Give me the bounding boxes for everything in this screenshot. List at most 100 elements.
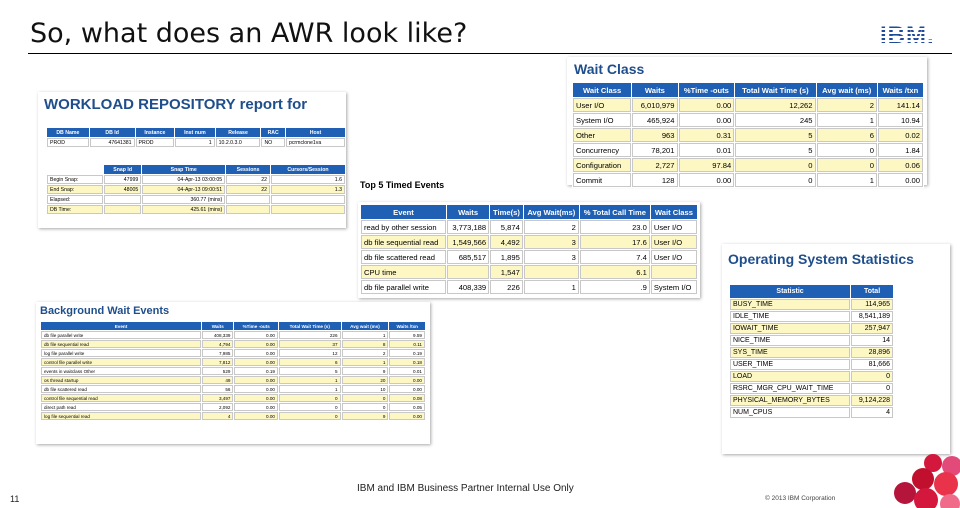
table-cell: 0 (816, 143, 877, 157)
table-row: NUM_CPUS 4 (730, 407, 893, 418)
table-cell: 10 (341, 385, 389, 393)
table-row: LOAD 0 (730, 371, 893, 382)
table-cell: read by other session (361, 220, 447, 234)
table-cell: RSRC_MGR_CPU_WAIT_TIME (730, 383, 851, 394)
table-cell (226, 195, 270, 204)
slide-title: So, what does an AWR look like? (30, 18, 468, 49)
table-cell: PROD (47, 138, 89, 147)
table-cell: 0.02 (877, 128, 923, 142)
table-cell: 23.0 (579, 220, 650, 234)
table-cell: 8 (341, 340, 389, 348)
table-cell: 226 (278, 331, 341, 339)
table-cell (523, 265, 579, 279)
table-cell: db file parallel write (41, 331, 201, 339)
table-cell: 1.3 (270, 185, 345, 194)
table-row: PROD 47641381 PROD 1 10.2.0.3.0 NO pcrmc… (47, 138, 345, 147)
table-cell: 0 (278, 403, 341, 411)
table-cell: NO (261, 138, 285, 147)
table-row: log file parallel write 7,985 0.00 12 2 0.19 (41, 349, 425, 357)
table-row: db file parallel write 408,339 226 1.9 Syste… (361, 280, 697, 294)
table-header: Wait Class (650, 205, 697, 219)
table-cell: 2 (341, 349, 389, 357)
table-row: Configuration 2,727 97.84 0 0 0.06 (573, 158, 923, 172)
footer-text: IBM and IBM Business Partner Internal Us… (357, 483, 574, 494)
decor-dot (912, 468, 934, 490)
table-cell: 5 (735, 143, 816, 157)
table-cell: 0 (851, 371, 893, 382)
table-cell: 2 (523, 220, 579, 234)
table-cell: System I/O (573, 113, 632, 127)
table-header: Release (215, 128, 261, 137)
table-cell: 0.18 (389, 358, 425, 366)
table-cell: Commit (573, 173, 632, 187)
table-cell: 0 (341, 394, 389, 402)
table-cell: 1,895 (490, 250, 523, 264)
table-header (47, 165, 104, 174)
table-cell: 0.00 (389, 385, 425, 393)
decor-dot (924, 454, 942, 472)
table-cell: 9 (341, 367, 389, 375)
table-cell: 0.19 (234, 367, 278, 375)
table-cell: 2 (816, 98, 877, 112)
table-cell: 1.6 (270, 175, 345, 184)
top5-panel: Event Waits Time(s) Avg Wait(ms) % Total… (358, 202, 700, 298)
table-header: DB Id (89, 128, 135, 137)
table-cell: 0 (735, 158, 816, 172)
table-cell: 2,727 (632, 158, 678, 172)
table-cell: 5 (278, 367, 341, 375)
table-cell: 0.00 (234, 349, 278, 357)
table-cell: 963 (632, 128, 678, 142)
table-header: Event (361, 205, 447, 219)
decor-dot (940, 494, 960, 508)
table-cell: NICE_TIME (730, 335, 851, 346)
table-cell: 6.1 (579, 265, 650, 279)
table-cell: os thread startup (41, 376, 201, 384)
wait-class-heading: Wait Class (574, 61, 645, 77)
table-row: db file scattered read 685,517 1,895 3 7.4 Us… (361, 250, 697, 264)
table-cell: 17.6 (579, 235, 650, 249)
table-cell: 0.31 (678, 128, 735, 142)
background-heading: Background Wait Events (40, 305, 170, 317)
table-cell: 48005 (104, 185, 142, 194)
table-cell: db file sequential read (361, 235, 447, 249)
table-header: Waits /txn (877, 83, 923, 97)
table-cell: 4,794 (202, 340, 234, 348)
table-cell: 4 (851, 407, 893, 418)
table-header: Statistic (730, 285, 851, 298)
table-cell: 1,547 (490, 265, 523, 279)
table-row: System I/O 465,924 0.00 245 1 10.94 (573, 113, 923, 127)
table-cell: 0 (278, 412, 341, 420)
table-cell: 0.00 (234, 385, 278, 393)
table-cell: 0.05 (389, 403, 425, 411)
table-cell: 257,947 (851, 323, 893, 334)
table-cell: 0.00 (678, 113, 735, 127)
table-cell: 226 (490, 280, 523, 294)
table-row: Begin Snap: 47999 04-Apr-13 03:00:05 22 1.6 (47, 175, 345, 184)
table-header: Event (41, 322, 201, 330)
copyright: © 2013 IBM Corporation (765, 495, 836, 502)
table-cell: 04-Apr-13 09:00:51 (142, 185, 226, 194)
table-cell: User I/O (573, 98, 632, 112)
os-stats-table: Statistic Total BUSY_TIME 114,965 IDLE_TIM… (729, 284, 894, 419)
table-cell: Configuration (573, 158, 632, 172)
table-cell: db file scattered read (361, 250, 447, 264)
table-row: SYS_TIME 28,896 (730, 347, 893, 358)
table-row: NICE_TIME 14 (730, 335, 893, 346)
table-cell: 8,541,189 (851, 311, 893, 322)
background-header: Event Waits %Time -outs Total Wait Time … (41, 322, 425, 330)
table-header: Total Wait Time (s) (735, 83, 816, 97)
table-row: control file parallel write 7,812 0.00 6 1 0.… (41, 358, 425, 366)
table-cell: 1 (816, 113, 877, 127)
table-cell: 685,517 (447, 250, 490, 264)
table-cell (104, 205, 142, 214)
table-cell: 408,339 (202, 331, 234, 339)
table-row: os thread startup 49 0.00 1 20 0.00 (41, 376, 425, 384)
os-stats-panel: Operating System Statistics Statistic To… (722, 244, 950, 454)
table-row: Concurrency 78,201 0.01 5 0 1.84 (573, 143, 923, 157)
table-cell: 10.94 (877, 113, 923, 127)
table-row: events in waitclass Other 529 0.19 5 9 0.01 (41, 367, 425, 375)
table-cell: db file parallel write (361, 280, 447, 294)
table-cell: 49 (202, 376, 234, 384)
table-cell: 37 (278, 340, 341, 348)
table-cell: LOAD (730, 371, 851, 382)
